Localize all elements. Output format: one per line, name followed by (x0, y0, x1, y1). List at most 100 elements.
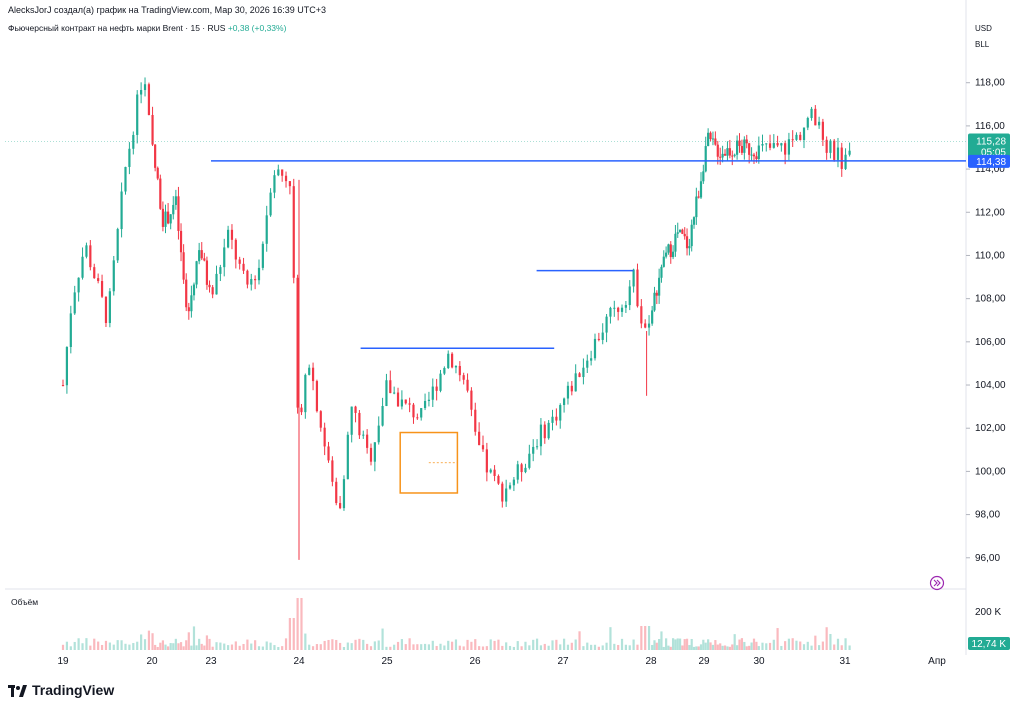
candle-body (772, 143, 775, 148)
volume-bar (757, 646, 760, 650)
volume-bar (516, 641, 519, 650)
volume-bar (443, 645, 446, 650)
candle-body (574, 373, 577, 392)
volume-bar (613, 643, 616, 650)
volume-bar (685, 638, 689, 650)
volume-bar (161, 640, 165, 650)
volume-bar (190, 645, 193, 650)
volume-bar (61, 644, 65, 650)
unit-label[interactable]: BLL (975, 40, 990, 49)
x-tick-label: 19 (57, 656, 69, 667)
volume-bar (768, 642, 772, 650)
volume-bar (172, 643, 175, 650)
candle-body (735, 140, 739, 155)
candle-body (765, 143, 768, 145)
candle-body (439, 373, 442, 391)
volume-bar (726, 646, 729, 650)
candle-body (658, 277, 661, 296)
volume-bar (242, 643, 245, 650)
candle-body (743, 139, 746, 153)
candle-body (97, 278, 100, 282)
candle-body (304, 374, 307, 413)
volume-bar (219, 642, 222, 650)
volume-bar (69, 646, 72, 650)
volume-bar (617, 644, 620, 650)
volume-bar (605, 642, 608, 650)
volume-bar (681, 645, 684, 650)
candle-body (85, 245, 88, 257)
candle-body (219, 267, 222, 274)
candle-body (535, 446, 539, 448)
volume-bar (651, 644, 654, 650)
candle-body (427, 399, 431, 401)
volume-bar (315, 644, 319, 650)
volume-bar (151, 633, 154, 650)
volume-bar (688, 645, 691, 650)
candle-body (776, 143, 779, 146)
candle-body (566, 385, 570, 399)
volume-bar (653, 640, 656, 650)
candle-body (108, 291, 111, 323)
y-tick-label: 108,00 (975, 294, 1006, 305)
scroll-to-realtime-arrow-icon[interactable] (933, 579, 941, 587)
volume-bar (624, 644, 627, 650)
candle-body (699, 181, 703, 198)
candle-body (528, 453, 531, 468)
volume-bar (578, 631, 581, 650)
volume-bar (524, 641, 527, 650)
volume-bar (833, 644, 836, 650)
candle-body (273, 175, 276, 193)
volume-bar (481, 646, 485, 650)
candle-body (733, 154, 736, 156)
candle-body (61, 385, 65, 387)
volume-bar (308, 644, 311, 650)
volume-bar (829, 633, 832, 650)
volume-bar (669, 646, 672, 650)
volume-bar (539, 645, 543, 650)
candle-body (296, 277, 299, 408)
candle-body (740, 145, 744, 153)
volume-label: Объём (11, 597, 39, 607)
candle-body (516, 464, 519, 480)
candle-body (182, 252, 185, 280)
volume-bar (124, 643, 127, 650)
candle-body (454, 365, 458, 368)
volume-bar (765, 643, 768, 650)
candle-body (338, 503, 342, 509)
candle-body (315, 381, 319, 412)
candle-body (156, 167, 159, 179)
candle-body (73, 292, 76, 314)
volume-bar (116, 640, 119, 650)
scroll-to-realtime-icon[interactable] (929, 575, 945, 591)
candle-body (366, 434, 369, 448)
candle-body (662, 256, 665, 267)
candle-body (669, 244, 672, 258)
candle-body (470, 390, 473, 410)
candle-body (555, 416, 558, 421)
candle-body (234, 239, 237, 260)
volume-bar (85, 638, 88, 650)
volume-bar (342, 646, 346, 650)
candle-body (120, 191, 123, 230)
candle-body (65, 346, 69, 386)
candle-body (704, 146, 707, 172)
volume-bar (97, 641, 100, 650)
volume-bar (369, 646, 373, 650)
currency-label[interactable]: USD (975, 24, 992, 33)
candle-body (166, 211, 170, 224)
volume-bar (818, 645, 821, 650)
candle-body (702, 171, 705, 182)
candle-body (311, 367, 315, 382)
volume-bar (493, 640, 496, 650)
volume-bar (187, 632, 190, 650)
candle-body (81, 256, 84, 278)
volume-bar (250, 643, 253, 650)
volume-bar (211, 646, 214, 650)
candle-body (681, 229, 684, 234)
volume-bar (731, 644, 734, 650)
candle-body (821, 121, 824, 140)
candle-body (489, 469, 492, 473)
symbol-name: Фьючерсный контракт на нефть марки Brent… (8, 23, 226, 33)
volume-bar (699, 644, 703, 650)
